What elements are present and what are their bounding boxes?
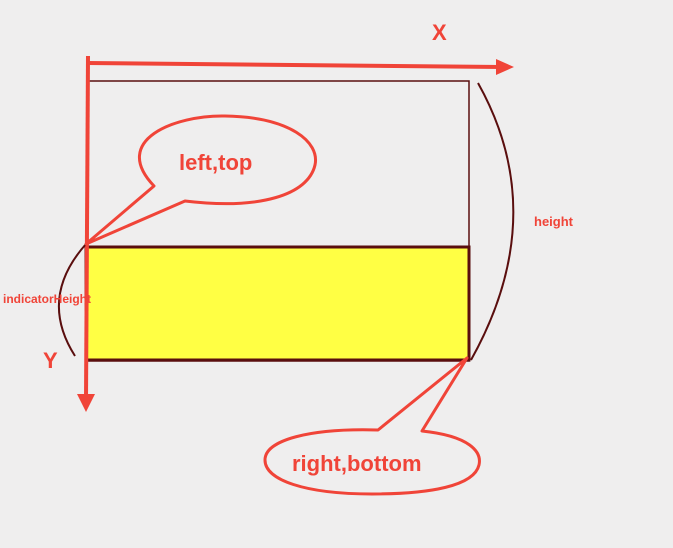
indicator-rect	[84, 245, 471, 362]
indicator-height-label: indicatorHeight	[3, 292, 91, 306]
callout-left-top-bubble	[84, 114, 318, 246]
callout-right-bottom: right,bottom	[263, 356, 481, 496]
callout-left-top: left,top	[84, 114, 318, 246]
x-axis-label: X	[432, 20, 447, 45]
y-axis-arrowhead	[77, 394, 95, 412]
y-axis-label: Y	[43, 348, 58, 373]
height-arc	[470, 82, 515, 361]
callout-right-bottom-text: right,bottom	[292, 451, 422, 476]
indicator-height-arc	[57, 243, 87, 357]
x-axis-arrowhead	[496, 59, 514, 75]
callout-right-bottom-bubble	[263, 356, 481, 496]
callout-left-top-text: left,top	[179, 150, 252, 175]
x-axis	[86, 59, 514, 75]
height-label: height	[534, 214, 574, 229]
y-axis	[77, 55, 95, 412]
